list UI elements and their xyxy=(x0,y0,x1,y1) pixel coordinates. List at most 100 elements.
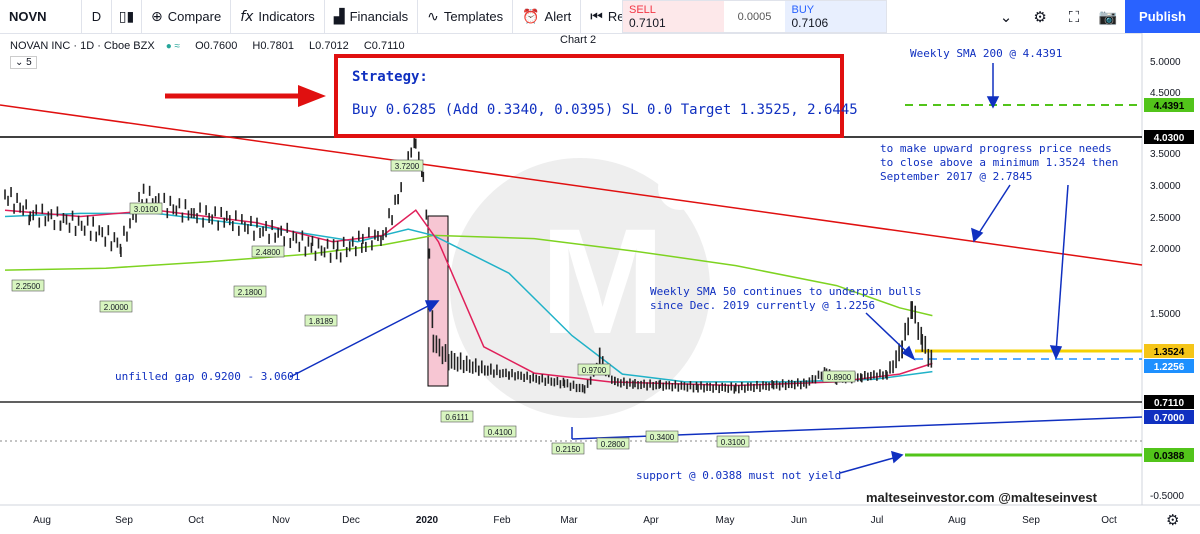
collapse-indicators-button[interactable]: ⌄ 5 xyxy=(10,56,37,69)
svg-text:1.3524: 1.3524 xyxy=(1154,347,1185,358)
price-label-tag: 0.0388 xyxy=(1144,448,1194,462)
symbol-description: NOVAN INC · 1D · Cboe BZX xyxy=(10,40,155,52)
y-tick-label: 1.5000 xyxy=(1150,309,1181,320)
strategy-title: Strategy: xyxy=(352,69,428,85)
compare-button[interactable]: ⊕ Compare xyxy=(142,0,232,33)
publish-label: Publish xyxy=(1139,9,1186,24)
x-tick-label: Sep xyxy=(1022,515,1040,526)
sma-green-line[interactable] xyxy=(4,234,933,317)
swing-label: 2.2500 xyxy=(11,279,45,292)
candles-icon: ▯▮ xyxy=(118,8,135,25)
strategy-box: Strategy: Buy 0.6285 (Add 0.3340, 0.0395… xyxy=(334,54,858,138)
progress-annotation-3: September 2017 @ 2.7845 xyxy=(880,170,1032,183)
swing-label: 0.2150 xyxy=(551,442,585,455)
financials-label: Financials xyxy=(349,9,409,24)
x-tick-label: Aug xyxy=(33,515,51,526)
svg-text:0.9700: 0.9700 xyxy=(582,366,607,375)
x-tick-label: Mar xyxy=(560,515,578,526)
y-tick-label: 5.0000 xyxy=(1150,57,1181,68)
swing-label: 2.4800 xyxy=(251,245,285,258)
x-tick-label: Jun xyxy=(791,515,807,526)
x-tick-label: May xyxy=(716,515,735,526)
right-toolbar: ⌄ ⚙ ⛶ 📷 Publish xyxy=(989,0,1200,33)
watermark-text: malteseinvestor.com @malteseinvest xyxy=(866,490,1098,505)
sma-cyan-line[interactable] xyxy=(4,212,933,383)
buy-value: 0.7106 xyxy=(791,16,829,30)
settings-gear-icon[interactable]: ⚙ xyxy=(1166,511,1179,529)
svg-text:0.6111: 0.6111 xyxy=(445,413,469,422)
buy-button[interactable]: BUY 0.7106 xyxy=(785,1,886,32)
templates-button[interactable]: ∿ Templates xyxy=(418,0,514,33)
x-tick-label: Sep xyxy=(115,515,133,526)
chevron-down-icon[interactable]: ⌄ xyxy=(999,7,1013,26)
swing-label: 0.9700 xyxy=(577,363,611,376)
sell-button[interactable]: SELL 0.7101 xyxy=(623,1,724,32)
indicators-button[interactable]: fx Indicators xyxy=(231,0,325,33)
bar-chart-icon: ▟ xyxy=(333,8,345,25)
y-tick-label: -0.5000 xyxy=(1150,491,1184,502)
swing-label: 1.8189 xyxy=(304,314,338,327)
svg-text:2.4800: 2.4800 xyxy=(256,248,281,257)
svg-text:0.4100: 0.4100 xyxy=(488,428,513,437)
x-tick-label: Apr xyxy=(643,515,659,526)
svg-text:2.2500: 2.2500 xyxy=(16,282,41,291)
camera-icon[interactable]: 📷 xyxy=(1098,7,1118,26)
templates-icon: ∿ xyxy=(427,8,439,25)
y-tick-label: 2.0000 xyxy=(1150,244,1181,255)
watermark-logo: M xyxy=(450,158,710,418)
sell-value: 0.7101 xyxy=(629,16,666,30)
plus-circle-icon: ⊕ xyxy=(151,8,163,25)
y-tick-label: 2.5000 xyxy=(1150,213,1181,224)
price-labels: 4.4391 4.0300 1.3524 1.2256 0.7110 0.7000 0.03… xyxy=(1144,98,1194,462)
sma50-annotation-1: Weekly SMA 50 continues to underpin bull… xyxy=(650,285,922,298)
x-tick-label: Oct xyxy=(1101,515,1117,526)
swing-label: 0.6111 xyxy=(440,410,474,423)
interval-button[interactable]: D xyxy=(82,0,112,33)
downtrend-line[interactable] xyxy=(0,104,1143,266)
buy-label: BUY xyxy=(791,4,815,16)
sell-label: SELL xyxy=(629,4,656,16)
x-tick-label: 2020 xyxy=(416,515,439,526)
symbol-search[interactable]: NOVN xyxy=(0,0,82,33)
replay-icon: ⏮ xyxy=(590,8,603,25)
ohlc-open: O0.7600 xyxy=(195,40,238,52)
symbol-label: NOVN xyxy=(9,9,47,24)
top-toolbar: NOVN D ▯▮ ⊕ Compare fx Indicators ▟ Financi… xyxy=(0,0,1200,34)
swing-label: 0.4100 xyxy=(483,425,517,438)
publish-button[interactable]: Publish xyxy=(1125,0,1200,33)
svg-text:0.2800: 0.2800 xyxy=(601,440,626,449)
price-label-tag: 4.0300 xyxy=(1144,130,1194,144)
price-chart[interactable]: M 5.0000 4.5000 3.5000 3.0000 2.5000 2.0000 1.… xyxy=(0,33,1200,534)
spread-value: 0.0005 xyxy=(737,11,772,23)
interval-label: D xyxy=(91,9,102,24)
fullscreen-icon[interactable]: ⛶ xyxy=(1068,7,1080,26)
ohlc-high: H0.7801 xyxy=(252,40,294,52)
y-tick-label: 4.5000 xyxy=(1150,88,1181,99)
dot-icon: ● ≈ xyxy=(165,41,181,52)
support-annotation: support @ 0.0388 must not yield xyxy=(636,469,841,482)
svg-text:0.0388: 0.0388 xyxy=(1154,451,1185,462)
ohlc-close: C0.7110 xyxy=(363,40,405,52)
templates-label: Templates xyxy=(443,9,504,24)
swing-label: 0.3400 xyxy=(645,430,679,443)
y-tick-label: 3.5000 xyxy=(1150,149,1181,160)
sma-red-line[interactable] xyxy=(4,209,933,387)
x-tick-label: Feb xyxy=(493,515,511,526)
swing-label: 0.2800 xyxy=(596,437,630,450)
x-tick-label: Jul xyxy=(871,515,884,526)
chart-type-button[interactable]: ▯▮ xyxy=(112,0,142,33)
price-label-tag: 4.4391 xyxy=(1144,98,1194,112)
price-label-tag: 1.3524 xyxy=(1144,344,1194,358)
financials-button[interactable]: ▟ Financials xyxy=(325,0,419,33)
swing-label: 0.8900 xyxy=(822,370,856,383)
alert-label: Alert xyxy=(544,9,572,24)
svg-text:0.7000: 0.7000 xyxy=(1154,413,1185,424)
swing-label: 2.0000 xyxy=(99,300,133,313)
indicator-count: 5 xyxy=(26,57,32,68)
gear-icon[interactable]: ⚙ xyxy=(1033,7,1047,26)
chart-title: Chart 2 xyxy=(560,34,597,46)
svg-text:0.3400: 0.3400 xyxy=(650,433,675,442)
sma200-annotation: Weekly SMA 200 @ 4.4391 xyxy=(910,47,1062,60)
compare-label: Compare xyxy=(167,9,222,24)
alert-button[interactable]: ⏰ Alert xyxy=(513,0,582,33)
